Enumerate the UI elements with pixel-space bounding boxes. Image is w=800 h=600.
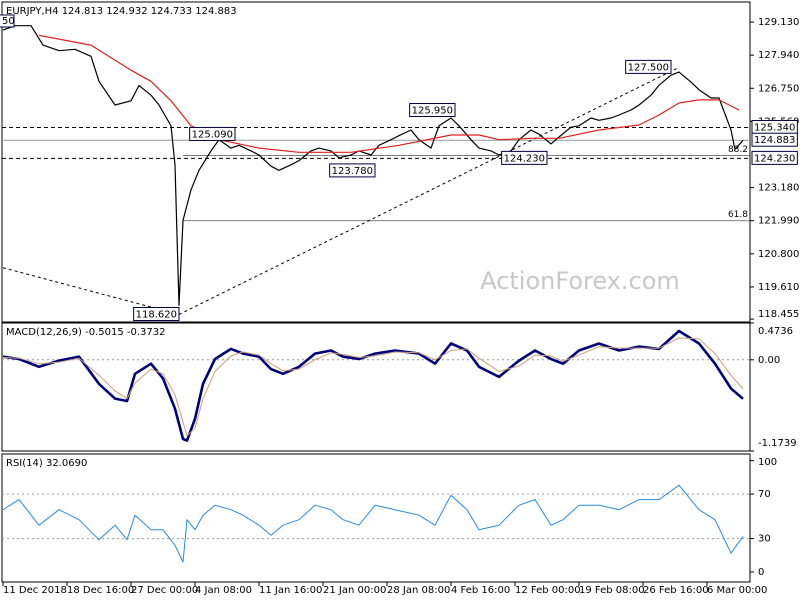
y-tick-label: 0: [758, 567, 764, 578]
y-tick-label: 118.455: [758, 309, 799, 320]
x-tick-label: 4 Jan 08:00: [195, 585, 252, 596]
price-callout: 124.230: [504, 153, 545, 164]
y-tick-label: 123.180: [758, 183, 799, 194]
y-tick-label: 0.4736: [758, 326, 793, 337]
price-callout: 118.620: [136, 309, 177, 320]
price-callout: 125.090: [192, 129, 233, 140]
x-tick-label: 28 Jan 08:00: [387, 585, 450, 596]
x-tick-label: 6 Mar 00:00: [707, 585, 767, 596]
x-tick-label: 18 Dec 16:00: [67, 585, 134, 596]
price-callout-box: [409, 103, 456, 118]
price-callout: 123.780: [332, 166, 373, 177]
panel-frame: [1, 322, 751, 452]
series-line: [2, 25, 744, 306]
y-tick-label: 126.750: [758, 83, 799, 94]
price-callout-box: [189, 126, 236, 141]
y-tick-label: 30: [758, 534, 771, 545]
corner-label: 50: [2, 16, 15, 27]
x-tick-label: 26 Feb 16:00: [643, 585, 709, 596]
fib-label: 61.8: [728, 210, 748, 220]
corner-box: [0, 14, 15, 28]
fib-label: 88.2: [728, 145, 748, 155]
level-label: 125.340: [754, 122, 795, 133]
x-tick-label: 12 Feb 00:00: [515, 585, 581, 596]
y-tick-label: 119.610: [758, 282, 799, 293]
panel-title: RSI(14) 32.0690: [6, 458, 87, 469]
level-label-box: [751, 132, 798, 147]
x-tick-label: 19 Feb 08:00: [579, 585, 645, 596]
series-line: [2, 337, 744, 437]
panel-frame: [1, 453, 751, 583]
y-tick-label: 120.800: [758, 249, 799, 260]
series-line: [2, 329, 744, 442]
price-callout-box: [133, 306, 180, 321]
series-line: [38, 34, 740, 153]
y-tick-label: -1.1739: [758, 438, 797, 449]
price-callout-box: [501, 150, 548, 165]
level-label: 124.230: [754, 153, 795, 164]
y-tick-label: 0.00: [758, 355, 780, 366]
trendline: [178, 66, 680, 315]
y-tick-label: 100: [758, 457, 777, 468]
price-callout-box: [329, 163, 376, 178]
y-tick-label: 121.990: [758, 216, 799, 227]
panel-title: MACD(12,26,9) -0.5015 -0.3732: [6, 327, 166, 338]
y-tick-label: 127.940: [758, 50, 799, 61]
panel-frame: [1, 1, 751, 323]
trendline: [2, 267, 180, 315]
x-tick-label: 11 Jan 16:00: [259, 585, 322, 596]
price-callout: 127.500: [628, 62, 669, 73]
price-callout: 125.950: [412, 106, 453, 117]
y-tick-label: 70: [758, 489, 771, 500]
x-tick-label: 4 Feb 16:00: [451, 585, 510, 596]
x-tick-label: 11 Dec 2018: [3, 585, 67, 596]
price-callout-box: [625, 59, 672, 74]
y-tick-label: 129.130: [758, 17, 799, 28]
level-label: 124.883: [754, 135, 795, 146]
panel-title: EURJPY,H4 124.813 124.932 124.733 124.88…: [6, 6, 237, 17]
watermark: ActionForex.com: [480, 267, 680, 295]
level-label-box: [751, 150, 798, 165]
series-line: [2, 484, 744, 563]
x-tick-label: 27 Dec 00:00: [131, 585, 198, 596]
x-tick-label: 21 Jan 00:00: [323, 585, 386, 596]
